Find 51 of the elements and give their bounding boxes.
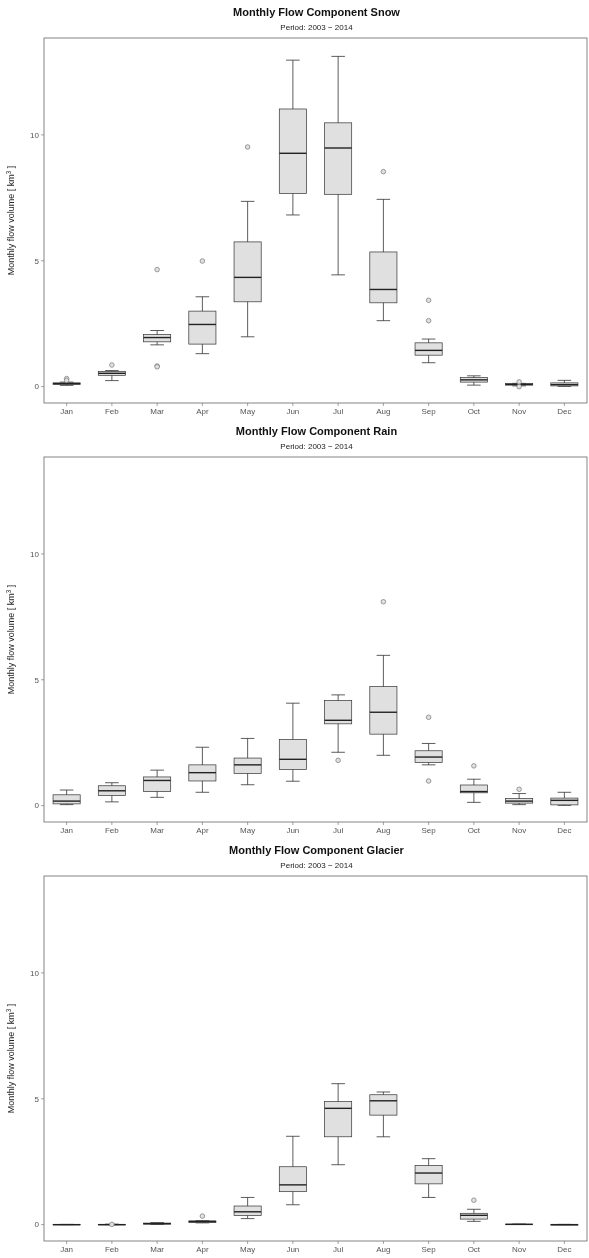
x-tick-label: Feb: [104, 826, 120, 835]
y-tick-label: 0: [34, 801, 40, 811]
x-tick-label: Dec: [557, 1245, 572, 1254]
y-tick-label: 5: [34, 1094, 40, 1104]
x-tick-label: May: [240, 1245, 256, 1254]
y-tick-label: 10: [30, 130, 40, 140]
x-tick-label: Jan: [60, 407, 74, 416]
chart-title: Monthly Flow Component Rain: [235, 425, 398, 437]
x-tick-label: Jul: [333, 407, 344, 416]
x-tick-label: Feb: [104, 407, 120, 416]
x-tick-label: Jun: [286, 1245, 300, 1254]
y-tick-label: 5: [34, 675, 40, 685]
x-tick-label: Aug: [376, 1245, 391, 1254]
x-tick-label: Nov: [512, 826, 527, 835]
x-tick-label: Mar: [150, 826, 165, 835]
x-tick-label: Feb: [104, 1245, 120, 1254]
x-tick-label: Aug: [376, 407, 391, 416]
x-tick-label: May: [240, 407, 256, 416]
x-tick-label: Sep: [421, 407, 437, 416]
y-tick-label: 0: [34, 382, 40, 392]
x-tick-label: Oct: [467, 826, 481, 835]
x-tick-label: Mar: [150, 1245, 165, 1254]
x-tick-label: Jan: [60, 826, 74, 835]
x-tick-label: Nov: [512, 407, 527, 416]
y-tick-label: 0: [34, 1220, 40, 1230]
x-tick-label: Jun: [286, 407, 300, 416]
x-tick-label: Aug: [376, 826, 391, 835]
y-tick-label: 10: [30, 968, 40, 978]
y-tick-label: 5: [34, 256, 40, 266]
chart-subtitle: Period: 2003 − 2014: [280, 23, 354, 32]
x-tick-label: Jul: [333, 826, 344, 835]
x-tick-label: Apr: [196, 407, 209, 416]
x-tick-label: Oct: [467, 1245, 481, 1254]
x-tick-label: Apr: [196, 826, 209, 835]
x-tick-label: Sep: [421, 1245, 437, 1254]
chart-subtitle: Period: 2003 − 2014: [280, 861, 354, 870]
x-tick-label: Dec: [557, 826, 572, 835]
x-tick-label: Mar: [150, 407, 165, 416]
x-tick-label: Jul: [333, 1245, 344, 1254]
x-tick-label: Jan: [60, 1245, 74, 1254]
x-tick-label: Apr: [196, 1245, 209, 1254]
x-tick-label: Oct: [467, 407, 481, 416]
x-tick-label: Dec: [557, 407, 572, 416]
x-tick-label: Nov: [512, 1245, 527, 1254]
chart-title: Monthly Flow Component Snow: [233, 6, 401, 18]
chart-subtitle: Period: 2003 − 2014: [280, 442, 354, 451]
x-tick-label: Jun: [286, 826, 300, 835]
x-tick-label: Sep: [421, 826, 437, 835]
y-tick-label: 10: [30, 549, 40, 559]
x-tick-label: May: [240, 826, 256, 835]
chart-title: Monthly Flow Component Glacier: [229, 844, 405, 856]
